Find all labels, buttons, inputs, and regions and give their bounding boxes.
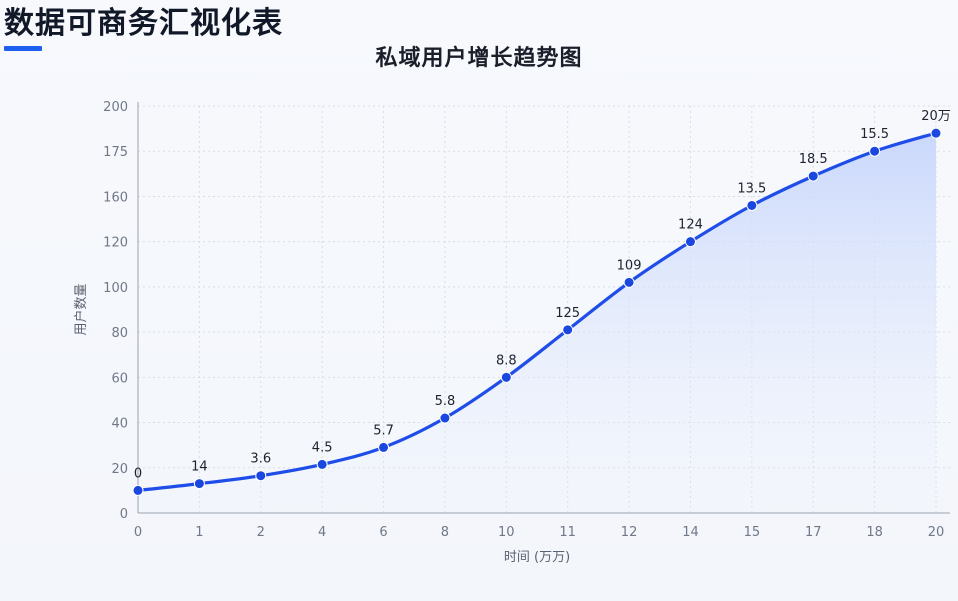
y-tick-label: 200 (103, 100, 128, 115)
y-tick-labels: 0 20 40 60 80 100 120 160 175 200 (103, 100, 128, 522)
x-tick-label: 12 (621, 525, 638, 540)
data-label: 124 (678, 218, 703, 233)
page-heading: 数据可商务汇视化表 (4, 6, 283, 41)
x-tick-label: 14 (682, 525, 699, 540)
data-point (500, 371, 512, 383)
x-tick-label: 2 (257, 525, 265, 540)
data-label: 3.6 (250, 452, 271, 467)
data-point (869, 145, 881, 157)
y-tick-label: 160 (103, 190, 128, 205)
data-point (132, 484, 144, 496)
data-label: 15.5 (860, 127, 889, 142)
x-tick-label: 1 (195, 525, 203, 540)
y-tick-label: 40 (111, 417, 128, 432)
x-tick-label: 15 (744, 525, 761, 540)
data-point (193, 478, 205, 490)
area-path (138, 133, 936, 513)
y-tick-label: 20 (111, 462, 128, 477)
data-point (439, 412, 451, 424)
data-label: 5.8 (435, 394, 456, 409)
axes (137, 102, 950, 514)
x-tick-label: 0 (134, 525, 142, 540)
data-point (378, 441, 390, 453)
chart-title: 私域用户增长趋势图 (375, 46, 583, 71)
data-label: 4.5 (312, 440, 333, 455)
data-point (316, 458, 328, 470)
x-tick-label: 10 (498, 525, 515, 540)
data-points (132, 127, 942, 496)
y-tick-label: 60 (111, 371, 128, 386)
x-tick-label: 17 (805, 525, 822, 540)
data-point (684, 236, 696, 248)
x-tick-label: 20 (928, 525, 945, 540)
x-tick-label: 18 (866, 525, 883, 540)
y-axis-title: 用户数量 (73, 283, 89, 335)
data-label: 20万 (921, 109, 951, 124)
x-tick-labels: 0 1 2 4 6 8 10 11 12 14 15 17 18 20 (134, 525, 944, 540)
data-point (746, 199, 758, 211)
y-tick-label: 175 (103, 145, 128, 160)
data-point (930, 127, 942, 139)
data-point (255, 470, 267, 482)
data-labels: 0 14 3.6 4.5 5.7 5.8 8.8 125 109 124 13.5 18.5 15.5 2… (134, 109, 951, 481)
x-axis-title: 时间 (万万) (504, 550, 570, 565)
data-label: 8.8 (496, 353, 517, 368)
data-label: 18.5 (799, 152, 828, 167)
data-point (562, 324, 574, 336)
y-tick-label: 120 (103, 236, 128, 251)
x-tick-label: 4 (318, 525, 326, 540)
data-point (623, 276, 635, 288)
data-label: 5.7 (373, 423, 394, 438)
y-tick-label: 100 (103, 281, 128, 296)
y-tick-label: 0 (120, 507, 128, 522)
data-label: 0 (134, 466, 142, 481)
x-tick-label: 11 (559, 525, 576, 540)
data-point (807, 170, 819, 182)
data-label: 14 (191, 460, 208, 475)
x-tick-label: 6 (379, 525, 387, 540)
data-label: 125 (555, 306, 580, 321)
data-label: 13.5 (737, 181, 766, 196)
data-label: 109 (617, 258, 642, 273)
heading-underline (4, 46, 42, 51)
x-tick-label: 8 (441, 525, 449, 540)
y-tick-label: 80 (111, 326, 128, 341)
area-fill (138, 133, 936, 513)
